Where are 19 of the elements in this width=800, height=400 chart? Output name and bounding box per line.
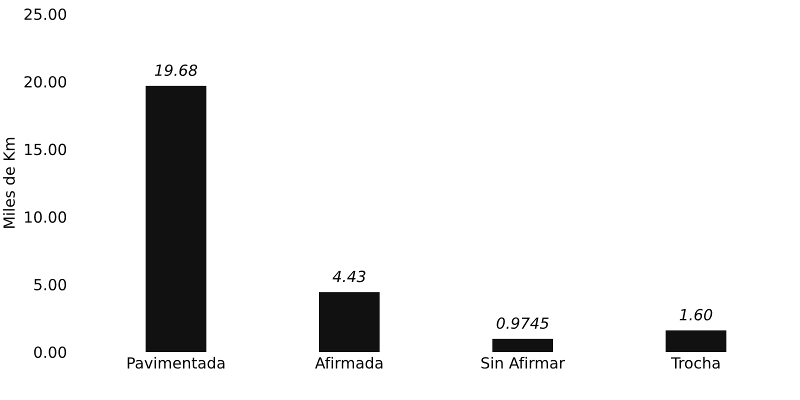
bar bbox=[319, 292, 380, 352]
y-tick-label: 20.00 bbox=[24, 76, 66, 88]
y-tick-label: 25.00 bbox=[24, 8, 66, 20]
data-label: 0.9745 bbox=[496, 317, 549, 329]
bar bbox=[666, 330, 726, 352]
data-label: 4.43 bbox=[332, 270, 366, 282]
y-tick-label: 0.00 bbox=[34, 346, 66, 358]
x-tick-label: Afirmada bbox=[315, 356, 382, 369]
y-axis-title: Miles de Km bbox=[3, 138, 15, 228]
bar bbox=[146, 86, 206, 352]
y-tick-label: 5.00 bbox=[34, 278, 66, 290]
x-tick-label: Trocha bbox=[671, 356, 720, 369]
y-tick-label: 15.00 bbox=[25, 144, 66, 156]
data-label: 1.60 bbox=[680, 308, 712, 320]
x-tick-label: Pavimentada bbox=[128, 356, 224, 369]
x-tick-label: Sin Afirmar bbox=[481, 356, 565, 369]
data-label: 19.68 bbox=[154, 64, 198, 76]
bar bbox=[492, 338, 553, 352]
y-tick-label: 10.00 bbox=[25, 211, 66, 223]
